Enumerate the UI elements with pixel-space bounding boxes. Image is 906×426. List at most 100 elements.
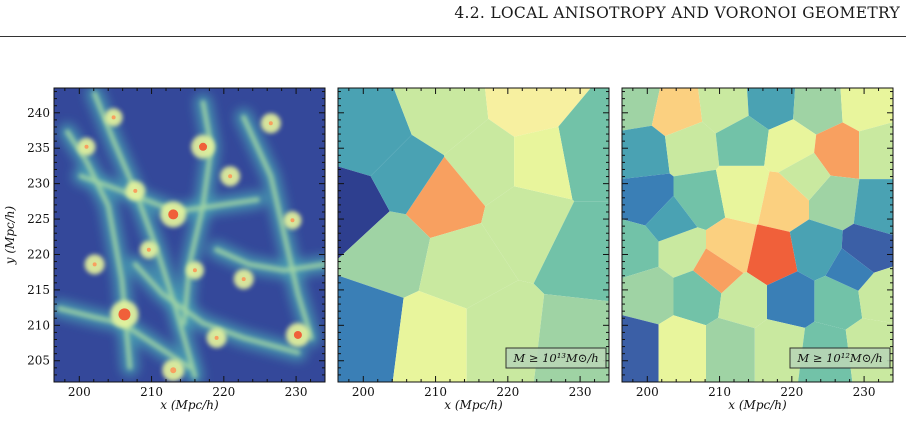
voronoi-cell bbox=[338, 166, 390, 259]
voronoi-cell bbox=[481, 186, 575, 284]
y-tick-label: 210 bbox=[27, 318, 50, 332]
filament-core-7 bbox=[214, 247, 325, 273]
y-tick-label: 220 bbox=[27, 247, 50, 261]
filament-core-3 bbox=[132, 261, 301, 356]
halo-2 bbox=[199, 142, 208, 151]
voronoi-cell bbox=[716, 165, 770, 225]
x-tick-label: 220 bbox=[212, 385, 235, 399]
voronoi-cell bbox=[814, 275, 863, 330]
mass-threshold-box bbox=[789, 347, 891, 369]
panel-1-frame bbox=[53, 87, 326, 383]
voronoi-cell bbox=[651, 88, 703, 137]
voronoi-cell bbox=[853, 179, 893, 235]
halo-4 bbox=[170, 367, 177, 374]
voronoi-cell bbox=[706, 317, 755, 382]
x-tick-label: 200 bbox=[352, 385, 375, 399]
filament-core-0 bbox=[92, 91, 198, 379]
running-head: 4.2. LOCAL ANISOTROPY AND VORONOI GEOMET… bbox=[454, 4, 900, 22]
x-tick-label: 210 bbox=[140, 385, 163, 399]
voronoi-cell bbox=[533, 294, 609, 382]
x-axis-label: x (Mpc/h) bbox=[160, 398, 219, 412]
panel-1-axes: 200 210 220 230 x (Mpc/h) 205 210 215 220 225 230 2… bbox=[3, 87, 326, 412]
halo-10 bbox=[241, 277, 246, 282]
halo-12 bbox=[84, 144, 89, 149]
voronoi-cell bbox=[673, 169, 726, 230]
halo-13 bbox=[214, 335, 219, 340]
voronoi-cell bbox=[645, 195, 698, 242]
voronoi-cell bbox=[622, 315, 659, 382]
halo-6 bbox=[228, 174, 233, 179]
panel-3-axes: 200 210 220 230 x (Mpc/h) M ≥ 10¹²M⊙/h bbox=[621, 87, 894, 412]
panel-2-frame bbox=[337, 87, 610, 383]
voronoi-cell bbox=[706, 217, 758, 273]
voronoi-cell bbox=[658, 227, 706, 278]
voronoi-cell bbox=[485, 88, 591, 137]
mass-threshold-box bbox=[505, 347, 607, 369]
x-tick-label: 230 bbox=[569, 385, 592, 399]
voronoi-cell bbox=[858, 266, 893, 323]
voronoi-cell bbox=[698, 88, 749, 134]
voronoi-cell bbox=[793, 88, 843, 135]
halo-9 bbox=[146, 247, 151, 252]
voronoi-cell bbox=[443, 118, 515, 207]
voronoi-cell bbox=[338, 211, 431, 298]
x-tick-label: 200 bbox=[636, 385, 659, 399]
halo-8 bbox=[268, 121, 273, 126]
voronoi-cell bbox=[514, 126, 573, 200]
header-rule bbox=[0, 36, 906, 37]
voronoi-cell bbox=[622, 125, 670, 179]
voronoi-cell bbox=[622, 173, 674, 226]
x-axis-label: x (Mpc/h) bbox=[728, 398, 787, 412]
y-tick-label: 215 bbox=[27, 283, 50, 297]
y-tick-label: 205 bbox=[27, 354, 50, 368]
voronoi-cell bbox=[622, 266, 674, 325]
voronoi-cell bbox=[558, 88, 609, 202]
mass-threshold-label: M ≥ 10¹³M⊙/h bbox=[512, 351, 598, 365]
voronoi-cell bbox=[715, 115, 769, 166]
voronoi-cell bbox=[338, 275, 404, 382]
halo-5 bbox=[133, 188, 138, 193]
halo-14 bbox=[111, 115, 116, 120]
filament-core-2 bbox=[181, 100, 214, 326]
voronoi-cell bbox=[405, 156, 486, 238]
voronoi-coarse bbox=[338, 88, 609, 382]
y-tick-label: 225 bbox=[27, 212, 50, 226]
halo-15 bbox=[290, 218, 295, 223]
x-tick-label: 230 bbox=[853, 385, 876, 399]
voronoi-cell bbox=[840, 88, 893, 132]
halo-0 bbox=[118, 308, 131, 321]
voronoi-fine bbox=[622, 88, 893, 382]
voronoi-cell bbox=[393, 88, 489, 156]
voronoi-cell bbox=[338, 88, 412, 177]
voronoi-cell bbox=[718, 272, 767, 329]
voronoi-cell bbox=[825, 248, 874, 291]
voronoi-cell bbox=[418, 223, 519, 309]
voronoi-cell bbox=[809, 175, 860, 231]
halo-3 bbox=[293, 330, 302, 339]
x-tick-label: 220 bbox=[496, 385, 519, 399]
y-axis-label: y (Mpc/h) bbox=[3, 205, 17, 265]
x-axis-label: x (Mpc/h) bbox=[444, 398, 503, 412]
voronoi-cell bbox=[859, 122, 893, 180]
voronoi-cell bbox=[392, 290, 467, 382]
voronoi-cell bbox=[673, 270, 722, 326]
density-field bbox=[54, 88, 325, 382]
y-tick-label: 240 bbox=[27, 106, 50, 120]
panel-2-axes: 200 210 220 230 x (Mpc/h) M ≥ 10¹³M⊙/h bbox=[337, 87, 610, 412]
y-tick-label: 230 bbox=[27, 177, 50, 191]
voronoi-cell bbox=[658, 315, 706, 382]
x-tick-label: 230 bbox=[285, 385, 308, 399]
voronoi-cell bbox=[789, 219, 843, 281]
x-tick-label: 210 bbox=[708, 385, 731, 399]
filament-core bbox=[56, 91, 325, 379]
halo-7 bbox=[92, 262, 97, 267]
voronoi-cell bbox=[622, 88, 660, 131]
voronoi-cell bbox=[814, 122, 860, 179]
mass-threshold-label: M ≥ 10¹²M⊙/h bbox=[796, 351, 882, 365]
voronoi-cell bbox=[841, 223, 893, 273]
voronoi-cell bbox=[764, 119, 817, 173]
x-tick-label: 200 bbox=[68, 385, 91, 399]
halo-1 bbox=[168, 209, 179, 220]
voronoi-cell bbox=[778, 152, 831, 201]
